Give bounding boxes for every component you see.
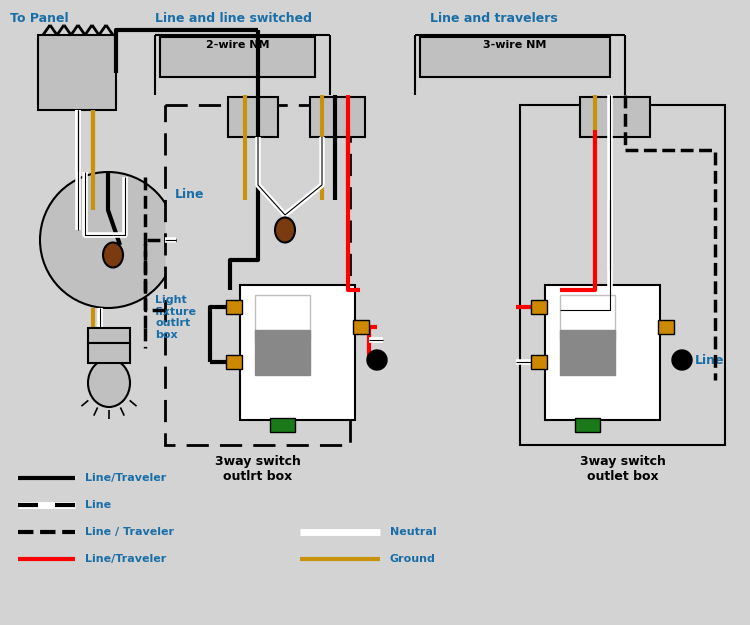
Bar (560, 330, 615, 375)
Bar (575, 418, 600, 432)
Text: Neutral: Neutral (390, 527, 436, 537)
Bar (420, 37, 610, 77)
Bar (240, 285, 355, 420)
Bar (160, 37, 315, 77)
Bar (310, 97, 365, 137)
Bar (560, 295, 615, 340)
Text: Line/Traveler: Line/Traveler (85, 473, 166, 483)
Text: Line: Line (175, 189, 205, 201)
Bar (88, 328, 130, 343)
Ellipse shape (103, 242, 123, 268)
Bar (38, 35, 116, 110)
Bar (531, 300, 547, 314)
Text: 3-wire NM: 3-wire NM (483, 40, 547, 50)
Text: Light
fixture
outlrt
box: Light fixture outlrt box (155, 295, 197, 340)
Circle shape (40, 172, 176, 308)
Bar (255, 330, 310, 375)
Bar (580, 97, 650, 137)
Text: Line and line switched: Line and line switched (155, 12, 312, 25)
Text: Line / Traveler: Line / Traveler (85, 527, 174, 537)
Bar (531, 355, 547, 369)
Bar (353, 320, 369, 334)
Ellipse shape (275, 217, 295, 242)
Bar (255, 295, 310, 340)
Bar (226, 300, 242, 314)
Text: Line/Traveler: Line/Traveler (85, 554, 166, 564)
Text: 3way switch
outlrt box: 3way switch outlrt box (215, 455, 301, 483)
Text: 2-wire NM: 2-wire NM (206, 40, 270, 50)
Text: Line: Line (85, 500, 111, 510)
Text: To Panel: To Panel (10, 12, 69, 25)
Text: Line: Line (695, 354, 724, 366)
Bar (545, 285, 660, 420)
Bar (270, 418, 295, 432)
Ellipse shape (88, 359, 130, 407)
Bar (228, 97, 278, 137)
Bar (520, 105, 725, 445)
Bar (88, 343, 130, 363)
Text: Ground: Ground (390, 554, 436, 564)
Bar (226, 355, 242, 369)
Text: 3way switch
outlet box: 3way switch outlet box (580, 455, 666, 483)
Bar (658, 320, 674, 334)
Text: Line and travelers: Line and travelers (430, 12, 558, 25)
Circle shape (672, 350, 692, 370)
Bar (165, 105, 350, 445)
Circle shape (367, 350, 387, 370)
